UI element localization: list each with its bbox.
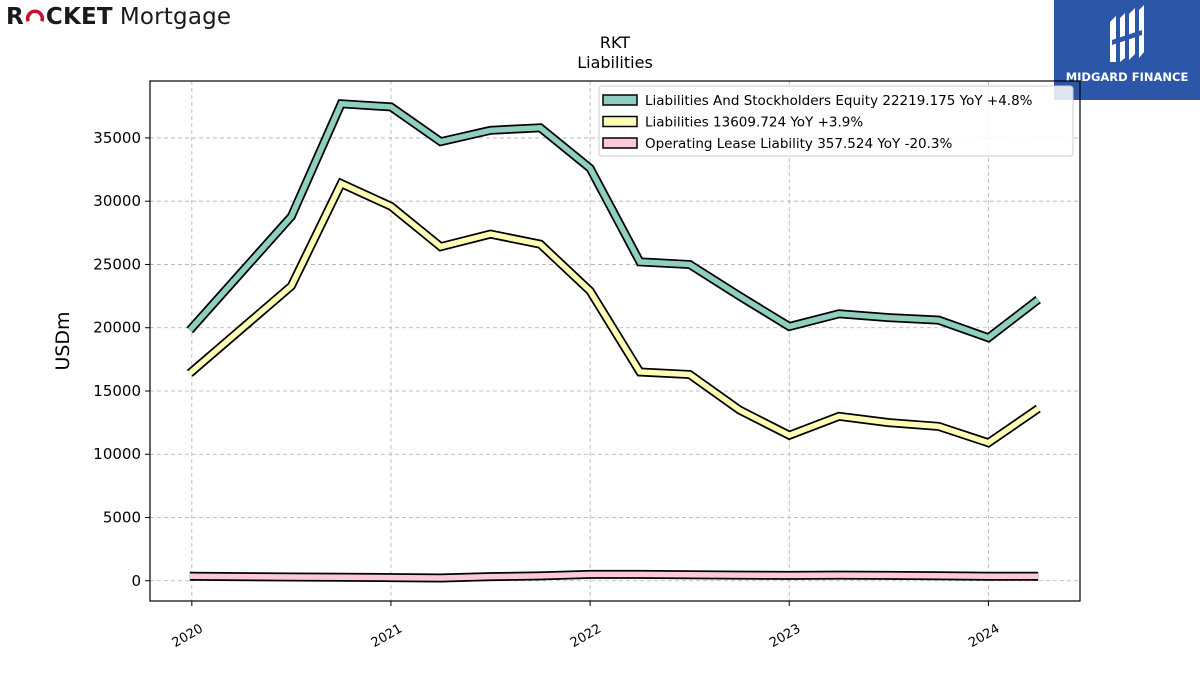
x-tick-label: 2020 (170, 621, 206, 651)
x-axis: 2020 2021 2022 2023 2024 (170, 601, 1002, 651)
series-line-2 (189, 571, 1039, 581)
x-tick-label: 2021 (369, 621, 405, 651)
series-line-1 (188, 179, 1040, 446)
chart-subtitle: Liabilities (577, 53, 653, 72)
brand-word-a: R (6, 4, 24, 30)
legend-entry-2: Operating Lease Liability 357.524 YoY -2… (645, 136, 953, 152)
legend-swatch-1 (602, 115, 638, 128)
y-tick-label: 0 (131, 572, 141, 590)
x-tick-label: 2023 (767, 621, 803, 651)
legend-swatch-2 (602, 137, 638, 149)
chart-title: RKT (600, 33, 630, 52)
grid (150, 81, 1080, 601)
y-axis-label: USDm (52, 311, 74, 370)
plot-frame (149, 80, 1081, 602)
legend: Liabilities And Stockholders Equity 2221… (598, 85, 1074, 157)
x-tick-label: 2024 (966, 621, 1002, 651)
legend-entry-0: Liabilities And Stockholders Equity 2221… (645, 93, 1033, 109)
legend-swatch-0 (602, 94, 638, 106)
rocket-ring-icon (25, 9, 44, 22)
x-tick-label: 2022 (568, 621, 604, 651)
badge-text: MIDGARD FINANCE (1065, 70, 1189, 84)
midgard-logo-icon (1110, 5, 1144, 62)
legend-box (598, 85, 1074, 157)
legend-entry-1: Liabilities 13609.724 YoY +3.9% (645, 115, 863, 131)
y-tick-label: 30000 (93, 192, 141, 210)
y-tick-label: 35000 (93, 129, 141, 147)
series-line-0 (187, 100, 1040, 341)
y-tick-label: 20000 (93, 319, 141, 337)
y-axis: 0 5000 10000 15000 20000 25000 30000 35000 (93, 129, 150, 590)
midgard-finance-badge: MIDGARD FINANCE (1054, 0, 1200, 100)
series-layer (186, 99, 1041, 583)
y-tick-label: 10000 (93, 445, 141, 463)
brand-word-c: Mortgage (119, 4, 232, 30)
brand-word-b: CKET (45, 4, 113, 30)
y-tick-label: 5000 (103, 508, 141, 526)
rocket-mortgage-logo: R CKET Mortgage (6, 2, 231, 32)
y-tick-label: 25000 (93, 255, 141, 273)
y-tick-label: 15000 (93, 382, 141, 400)
